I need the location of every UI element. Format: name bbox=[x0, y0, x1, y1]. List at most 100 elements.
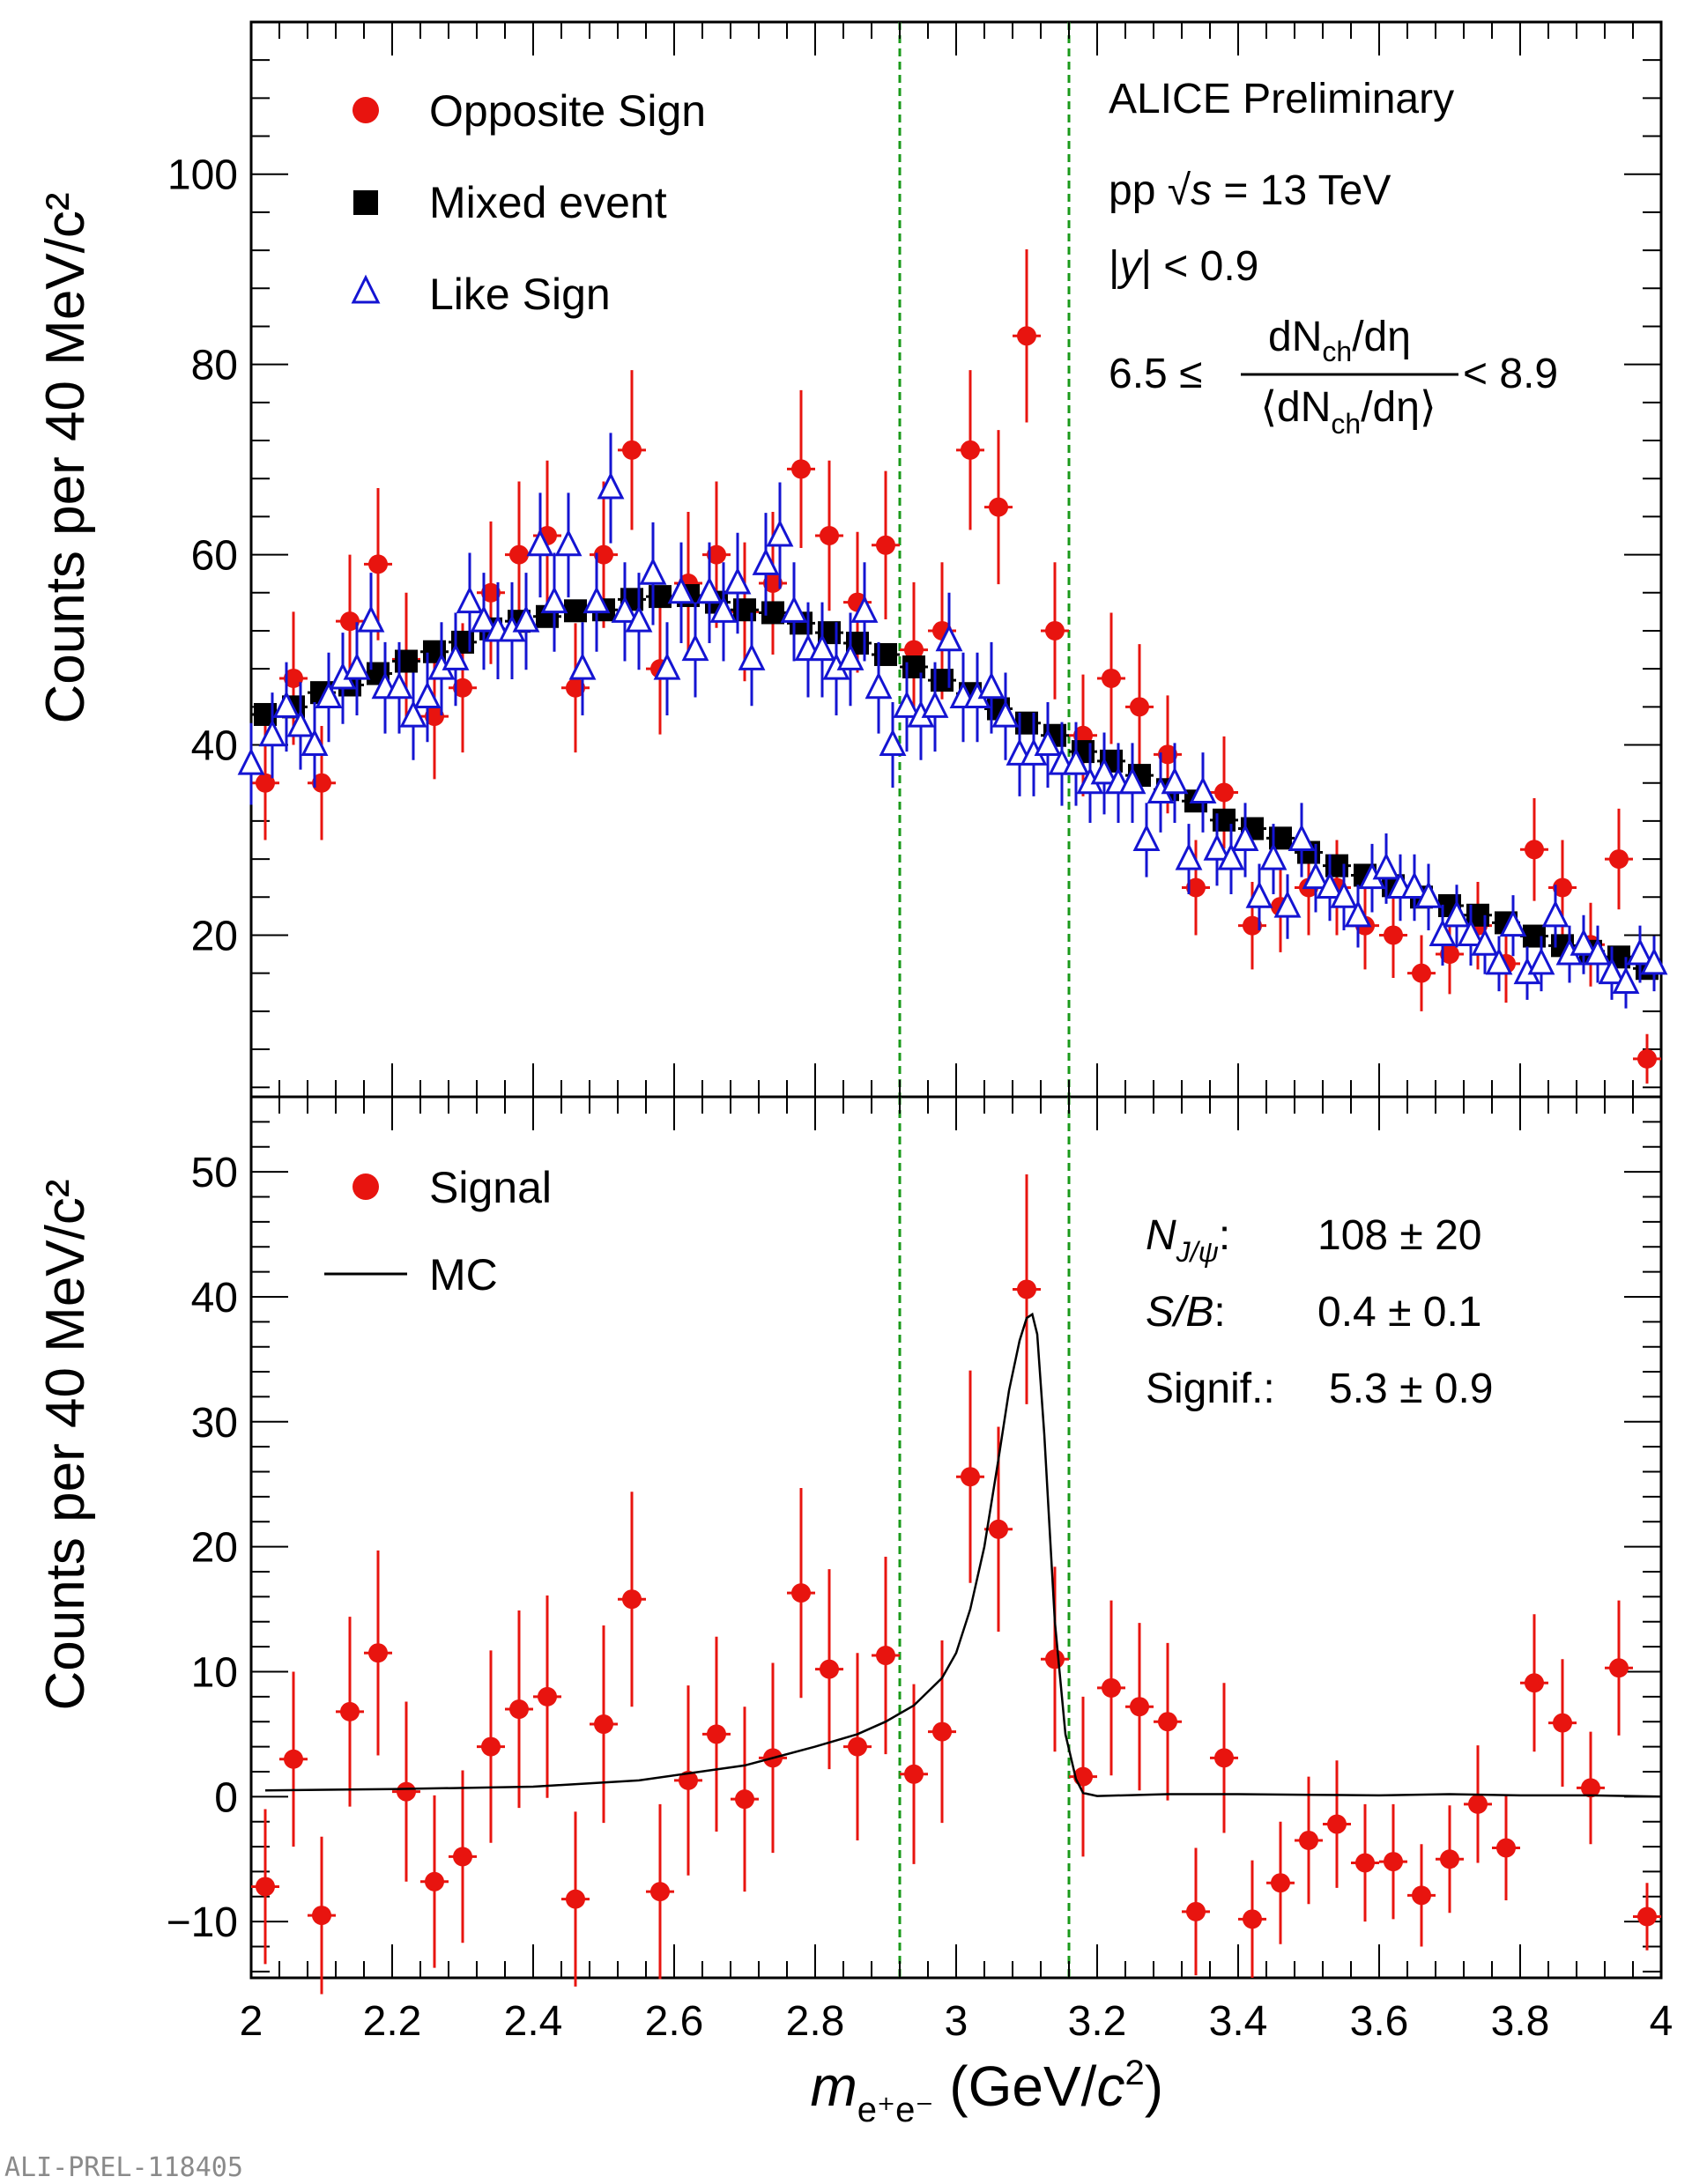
like-point bbox=[315, 681, 343, 709]
x-tick-label: 3.6 bbox=[1350, 1998, 1409, 2045]
legend-signal-label: Signal bbox=[429, 1163, 552, 1212]
os-point bbox=[1045, 620, 1065, 640]
signal-point bbox=[848, 1736, 867, 1757]
os-point bbox=[707, 544, 726, 565]
like-point bbox=[724, 566, 752, 595]
signal-point bbox=[1045, 1649, 1065, 1669]
os-point bbox=[340, 611, 360, 632]
os-point bbox=[1384, 925, 1403, 945]
signal-point bbox=[932, 1721, 952, 1742]
like-point bbox=[991, 700, 1020, 728]
like-point bbox=[865, 671, 893, 700]
signal-point bbox=[284, 1749, 303, 1769]
signal-point bbox=[397, 1781, 416, 1802]
like-point bbox=[766, 519, 794, 547]
signal-point bbox=[1412, 1885, 1431, 1906]
like-point bbox=[653, 652, 681, 680]
os-point bbox=[763, 573, 783, 593]
like-point bbox=[921, 690, 949, 718]
like-point bbox=[1217, 842, 1245, 870]
like-point bbox=[893, 690, 921, 718]
mult-numerator: dNch/dη bbox=[1268, 314, 1411, 367]
signal-point bbox=[650, 1882, 670, 1902]
signal-point bbox=[312, 1906, 331, 1926]
like-point bbox=[695, 576, 724, 604]
signal-point bbox=[876, 1646, 895, 1666]
signal-point bbox=[1271, 1873, 1290, 1893]
signal-point bbox=[566, 1889, 585, 1909]
os-point bbox=[481, 582, 501, 603]
top-window-lines bbox=[898, 22, 1071, 1097]
like-point bbox=[780, 596, 808, 623]
signif-value: 5.3 ± 0.9 bbox=[1329, 1366, 1493, 1412]
legend-signal-marker-icon bbox=[352, 1173, 379, 1200]
os-point bbox=[284, 668, 303, 688]
signal-point bbox=[1299, 1830, 1318, 1850]
preliminary-id: ALI-PREL-118405 bbox=[4, 2152, 243, 2183]
os-point bbox=[594, 544, 613, 565]
signal-point bbox=[679, 1770, 698, 1790]
like-point bbox=[272, 690, 301, 718]
experiment-label: ALICE Preliminary bbox=[1109, 76, 1454, 122]
bottom-x-tick-labels: 2 2.2 2.4 2.6 2.8 3 3.2 3.4 3.6 3.8 4 bbox=[240, 1998, 1673, 2045]
like-point bbox=[1499, 909, 1527, 937]
bottom-y-axis-label: Counts per 40 MeV/c² bbox=[35, 1179, 96, 1710]
like-point bbox=[357, 604, 385, 633]
signal-point bbox=[368, 1643, 388, 1663]
signal-point bbox=[509, 1699, 529, 1720]
x-tick-label: 3 bbox=[945, 1998, 968, 2045]
signal-point bbox=[481, 1736, 501, 1757]
like-point bbox=[286, 709, 315, 737]
like-point bbox=[1203, 833, 1231, 861]
like-point bbox=[639, 557, 667, 585]
mult-lower: 6.5 ≤ bbox=[1109, 351, 1202, 397]
signal-point bbox=[1609, 1658, 1629, 1678]
like-point bbox=[554, 529, 583, 557]
os-point bbox=[1214, 782, 1234, 803]
like-point bbox=[1259, 842, 1288, 870]
like-point bbox=[1640, 947, 1668, 975]
like-point bbox=[540, 586, 568, 614]
like-point bbox=[625, 604, 653, 633]
sb-label: S/B: bbox=[1146, 1289, 1226, 1336]
signal-point bbox=[425, 1871, 444, 1892]
like-point bbox=[1344, 900, 1372, 928]
os-point bbox=[1102, 668, 1121, 688]
signal-point bbox=[989, 1519, 1008, 1539]
bottom-y-tick-labels: −10 0 10 20 30 40 50 bbox=[167, 1150, 238, 1946]
like-point bbox=[301, 729, 329, 757]
os-point bbox=[1017, 326, 1036, 346]
top-y-tick-label: 80 bbox=[191, 343, 238, 389]
like-point bbox=[808, 633, 836, 662]
signal-point bbox=[1214, 1748, 1234, 1768]
like-point bbox=[1090, 757, 1118, 785]
like-point bbox=[681, 633, 709, 662]
legend-like-label: Like Sign bbox=[429, 270, 611, 319]
signal-point bbox=[735, 1789, 754, 1810]
bottom-legend: Signal MC bbox=[324, 1163, 552, 1299]
top-data-series bbox=[237, 249, 1668, 1084]
like-point bbox=[413, 681, 442, 709]
signal-point bbox=[904, 1764, 924, 1784]
like-point bbox=[237, 747, 265, 775]
os-point bbox=[1186, 877, 1206, 898]
x-axis-label: me⁺e⁻ (GeV/c2) bbox=[810, 2054, 1163, 2129]
like-point bbox=[935, 624, 963, 652]
like-point bbox=[1161, 766, 1189, 795]
bottom-window-lines bbox=[898, 1097, 1071, 1978]
os-point bbox=[256, 773, 275, 793]
signal-point bbox=[1525, 1673, 1544, 1693]
like-point bbox=[1570, 928, 1598, 956]
bot-y-tick-label: 10 bbox=[191, 1649, 238, 1696]
signal-point bbox=[961, 1467, 980, 1487]
os-point bbox=[1525, 840, 1544, 860]
like-point bbox=[1273, 890, 1302, 918]
like-point bbox=[977, 671, 1006, 700]
like-point bbox=[879, 729, 907, 757]
top-y-tick-label: 20 bbox=[191, 913, 238, 959]
x-tick-label: 2.8 bbox=[786, 1998, 845, 2045]
legend-mc-label: MC bbox=[429, 1250, 498, 1299]
x-tick-label: 3.8 bbox=[1491, 1998, 1550, 2045]
os-point bbox=[989, 497, 1008, 517]
os-point bbox=[961, 440, 980, 460]
